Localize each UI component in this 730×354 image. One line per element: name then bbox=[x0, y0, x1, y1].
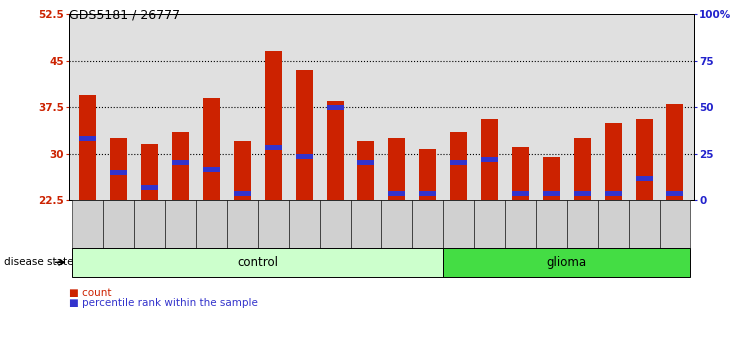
Bar bbox=[636, 120, 653, 200]
Bar bbox=[512, 147, 529, 200]
Bar bbox=[481, 157, 498, 162]
Bar bbox=[419, 149, 437, 200]
Bar bbox=[666, 104, 683, 200]
Bar bbox=[265, 51, 282, 200]
Text: ■ percentile rank within the sample: ■ percentile rank within the sample bbox=[69, 298, 258, 308]
Bar bbox=[388, 191, 405, 196]
Bar bbox=[296, 70, 312, 200]
Bar bbox=[636, 176, 653, 181]
Bar bbox=[203, 98, 220, 200]
Bar bbox=[450, 132, 467, 200]
Bar bbox=[296, 154, 312, 159]
Text: disease state: disease state bbox=[4, 257, 73, 267]
Bar bbox=[666, 191, 683, 196]
Bar bbox=[574, 191, 591, 196]
Bar bbox=[80, 136, 96, 141]
Bar bbox=[141, 185, 158, 190]
Bar bbox=[358, 141, 374, 200]
Bar bbox=[543, 157, 560, 200]
Bar bbox=[543, 191, 560, 196]
Bar bbox=[574, 138, 591, 200]
Text: glioma: glioma bbox=[547, 256, 587, 269]
Bar bbox=[450, 160, 467, 165]
Bar bbox=[234, 141, 251, 200]
Bar bbox=[512, 191, 529, 196]
Bar bbox=[110, 138, 127, 200]
Text: control: control bbox=[237, 256, 278, 269]
Bar bbox=[604, 122, 622, 200]
Bar bbox=[265, 145, 282, 150]
Bar bbox=[172, 160, 189, 165]
Text: GDS5181 / 26777: GDS5181 / 26777 bbox=[69, 9, 180, 22]
Bar bbox=[141, 144, 158, 200]
Bar bbox=[326, 105, 344, 110]
Bar bbox=[80, 95, 96, 200]
Bar bbox=[172, 132, 189, 200]
Bar bbox=[419, 191, 437, 196]
Bar bbox=[326, 101, 344, 200]
Bar bbox=[481, 120, 498, 200]
Bar bbox=[388, 138, 405, 200]
Bar bbox=[110, 170, 127, 175]
Bar bbox=[203, 167, 220, 172]
Bar bbox=[358, 160, 374, 165]
Text: ■ count: ■ count bbox=[69, 288, 112, 298]
Bar bbox=[604, 191, 622, 196]
Bar bbox=[234, 191, 251, 196]
